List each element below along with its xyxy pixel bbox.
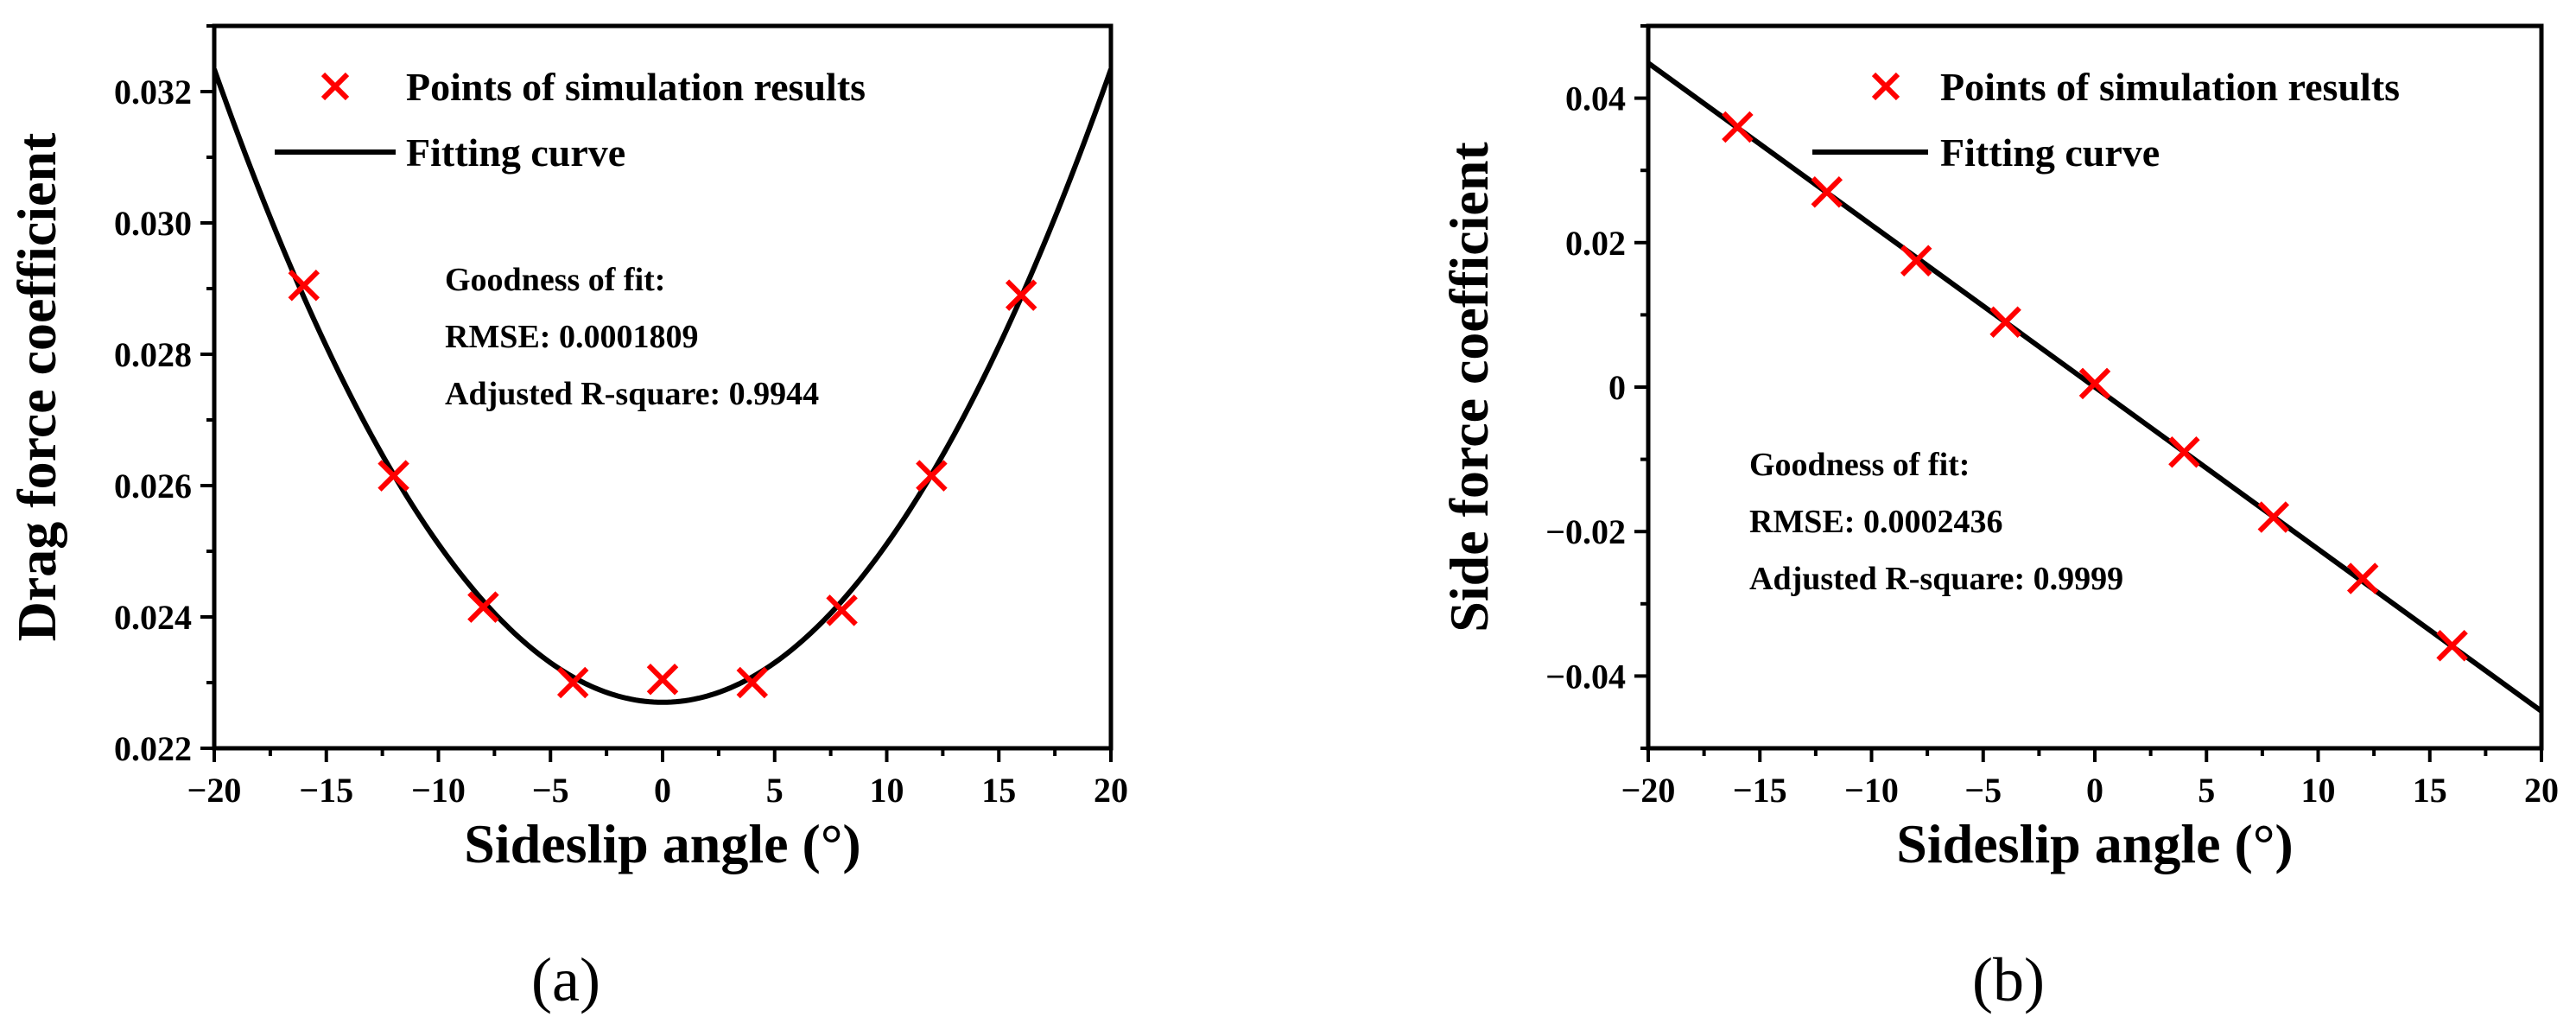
data-point: [916, 460, 948, 492]
x-tick-label: 0: [2086, 771, 2103, 810]
legend-label-points: Points of simulation results: [1940, 65, 2400, 109]
legend-label-fit: Fitting curve: [406, 130, 625, 175]
y-tick-label: 0.04: [1565, 79, 1626, 118]
data-point: [2436, 630, 2468, 662]
data-point-stroke: [467, 591, 499, 623]
gof-r-square: Adjusted R-square: 0.9999: [1749, 561, 2123, 597]
legend: Points of simulation results Fitting curv…: [1812, 65, 2400, 175]
data-point: [2346, 562, 2379, 594]
data-point-stroke: [1900, 245, 1932, 276]
data-point-stroke: [736, 666, 769, 699]
chart-panel-a: −20 −15 −10 −5 0 5 10 15 20 0.022 0.024 0.026 0.028 0…: [6, 23, 1128, 1014]
x-tick-label: 15: [981, 771, 1016, 810]
legend-marker-stroke: [1871, 72, 1900, 101]
gof-rmse: RMSE: 0.0002436: [1749, 504, 2002, 540]
y-tick-label: 0.026: [114, 467, 192, 505]
x-tick-label: 20: [1094, 771, 1128, 810]
data-point: [1811, 176, 1843, 208]
panel-label: (b): [1972, 945, 2045, 1014]
x-tick-label: −5: [532, 771, 569, 810]
x-tick-label: −20: [187, 771, 242, 810]
y-tick-label: 0.032: [114, 73, 192, 111]
y-axis-label: Drag force coefficient: [6, 132, 67, 641]
data-point-stroke: [646, 663, 679, 696]
x-tick-label: 15: [2413, 771, 2447, 810]
y-tick-label: −0.02: [1545, 512, 1626, 551]
y-tick-label: −0.04: [1545, 657, 1626, 696]
y-tick-label: 0.02: [1565, 224, 1626, 263]
panel-label: (a): [531, 945, 600, 1014]
data-point-stroke: [288, 269, 320, 302]
x-tick-label: 0: [654, 771, 671, 810]
x-tick-label: 5: [2198, 771, 2215, 810]
data-point-stroke: [916, 460, 948, 492]
data-point: [646, 663, 679, 696]
gof-title: Goodness of fit:: [1749, 447, 1970, 483]
x-axis-label: Sideslip angle (°): [464, 813, 860, 874]
data-point: [2257, 501, 2290, 533]
data-point-stroke: [1722, 111, 1754, 143]
x-tick-label: −10: [411, 771, 466, 810]
fitting-curve: [214, 68, 1111, 705]
data-point-stroke: [1005, 279, 1037, 311]
x-tick-label: −5: [1964, 771, 2002, 810]
data-point: [556, 666, 589, 699]
data-point: [1005, 279, 1037, 311]
data-point-stroke: [826, 594, 858, 626]
data-point-stroke: [378, 460, 409, 492]
data-point: [736, 666, 769, 699]
x-tick-label: −15: [299, 771, 353, 810]
gof-title: Goodness of fit:: [445, 262, 665, 298]
y-tick-label: 0.022: [114, 729, 192, 768]
x-tick-label: 10: [870, 771, 904, 810]
data-point: [2078, 367, 2111, 400]
x-tick-label: 5: [766, 771, 784, 810]
legend-label-points: Points of simulation results: [406, 65, 866, 109]
y-tick-label: 0.030: [114, 204, 192, 243]
y-tick-label: 0.028: [114, 335, 192, 374]
goodness-of-fit-annotation: Goodness of fit: RMSE: 0.0001809 Adjusted …: [445, 262, 819, 412]
legend: Points of simulation results Fitting curv…: [275, 65, 866, 175]
goodness-of-fit-annotation: Goodness of fit: RMSE: 0.0002436 Adjusted …: [1749, 447, 2123, 597]
data-point: [826, 594, 858, 626]
data-point: [1722, 111, 1754, 143]
gof-r-square: Adjusted R-square: 0.9944: [445, 376, 819, 412]
data-point: [2168, 435, 2200, 468]
x-tick-label: −15: [1733, 771, 1787, 810]
legend-label-fit: Fitting curve: [1940, 130, 2160, 175]
y-tick-label: 0: [1608, 368, 1626, 407]
data-point-stroke: [556, 666, 589, 699]
data-point: [288, 269, 320, 302]
data-point-stroke: [1811, 176, 1843, 208]
data-point-stroke: [2257, 501, 2290, 533]
data-point: [1989, 306, 2021, 339]
data-point-stroke: [2436, 630, 2468, 662]
data-point: [378, 460, 409, 492]
x-tick-label: −20: [1621, 771, 1676, 810]
data-point-stroke: [2078, 367, 2111, 400]
data-point: [467, 591, 499, 623]
x-tick-label: 10: [2301, 771, 2336, 810]
x-tick-label: −10: [1844, 771, 1899, 810]
data-point: [1900, 245, 1932, 276]
chart-panel-b: −20 −15 −10 −5 0 5 10 15 20 −0.04 −0.02 0 0.02 0.04 Si…: [1438, 23, 2559, 1014]
data-point-stroke: [2168, 435, 2200, 468]
gof-rmse: RMSE: 0.0001809: [445, 319, 698, 355]
y-axis-label: Side force coefficient: [1438, 142, 1500, 632]
legend-marker-stroke: [320, 72, 350, 101]
x-tick-label: 20: [2524, 771, 2559, 810]
data-point-stroke: [2346, 562, 2379, 594]
x-axis-label: Sideslip angle (°): [1896, 813, 2293, 874]
data-point-stroke: [1989, 306, 2021, 339]
y-tick-label: 0.024: [114, 598, 192, 637]
